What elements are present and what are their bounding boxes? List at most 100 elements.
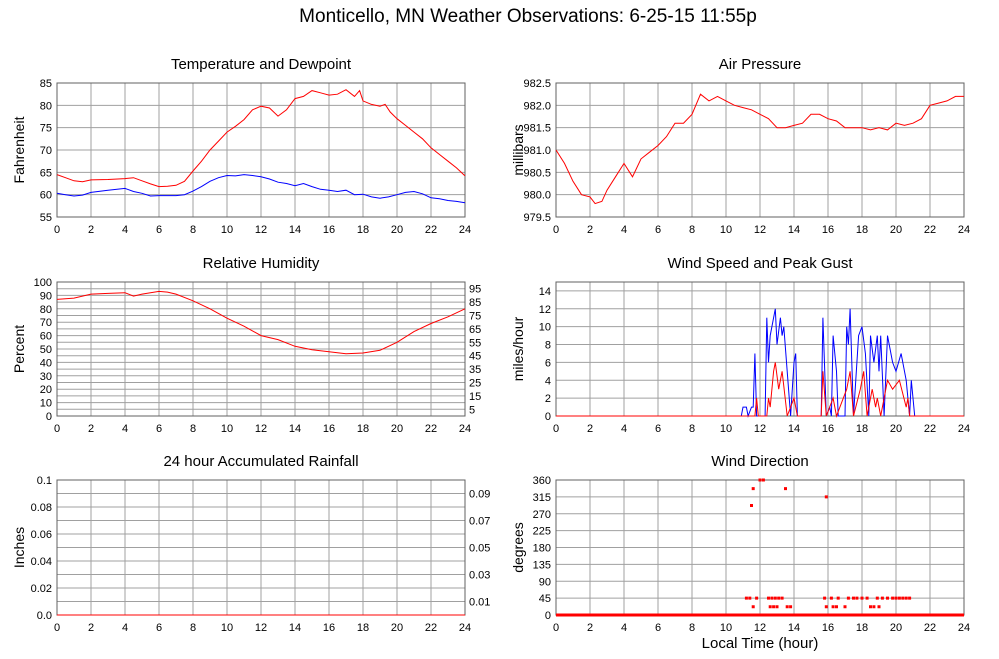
humidity-y-tick-label: 60	[40, 331, 52, 343]
wind-direction-point	[835, 605, 838, 609]
humidity-y-tick-label-right: 75	[469, 311, 481, 323]
humidity-y-tick-label-right: 65	[469, 324, 481, 336]
humidity-x-tick-label: 22	[425, 423, 437, 435]
wind-speed-title: Wind Speed and Peak Gust	[667, 255, 853, 272]
wind-speed-y-axis-label: miles/hour	[510, 316, 526, 381]
rainfall-y-tick-label: 0.04	[31, 556, 52, 568]
wind-direction-point	[852, 596, 855, 600]
wind-direction-x-tick-label: 22	[924, 622, 936, 634]
wind-direction-point	[897, 596, 901, 600]
wind-direction-y-tick-label: 270	[533, 509, 551, 521]
pressure-x-tick-label: 0	[553, 224, 559, 236]
humidity-title: Relative Humidity	[203, 255, 320, 272]
temperature-x-tick-label: 14	[289, 224, 301, 236]
humidity-y-tick-label: 50	[40, 344, 52, 356]
rainfall-x-tick-label: 16	[323, 622, 335, 634]
wind-direction-point	[772, 605, 776, 609]
humidity-y-tick-label-right: 55	[469, 337, 481, 349]
wind-speed-y-tick-label: 12	[539, 304, 551, 316]
wind-direction-point	[860, 596, 864, 600]
humidity-y-tick-label: 40	[40, 357, 52, 369]
humidity-x-tick-label: 6	[156, 423, 162, 435]
wind-direction-point	[877, 605, 881, 609]
wind-speed-y-tick-label: 4	[545, 375, 551, 387]
humidity-x-tick-label: 0	[54, 423, 60, 435]
wind-direction-point	[773, 596, 777, 600]
wind-direction-point	[880, 596, 884, 600]
wind-direction-x-tick-label: 8	[689, 622, 695, 634]
temperature-x-tick-label: 6	[156, 224, 162, 236]
rainfall-x-tick-label: 0	[54, 622, 60, 634]
temperature-series-dewpoint	[56, 174, 466, 204]
humidity-y-tick-label: 30	[40, 371, 52, 383]
humidity-y-tick-label-right: 15	[469, 391, 481, 403]
wind-direction-y-tick-label: 0	[545, 610, 551, 622]
pressure-y-tick-label: 981.5	[523, 123, 551, 135]
rainfall-y-tick-label-right: 0.09	[469, 489, 490, 501]
humidity-x-tick-label: 20	[391, 423, 403, 435]
pressure-y-tick-label: 979.5	[523, 212, 551, 224]
wind-direction-point	[755, 596, 759, 600]
temperature-y-tick-label: 75	[40, 123, 52, 135]
wind-direction-point	[785, 605, 789, 609]
wind-direction-point	[824, 495, 828, 499]
rainfall-y-tick-label-right: 0.01	[469, 597, 490, 609]
temperature-y-tick-label: 80	[40, 100, 52, 112]
wind-direction-point	[767, 596, 770, 600]
wind-direction-point	[904, 596, 908, 600]
wind-direction-point	[875, 596, 879, 600]
temperature-y-axis-label: Fahrenheit	[11, 116, 27, 183]
pressure-x-tick-label: 10	[720, 224, 732, 236]
humidity-y-tick-label: 80	[40, 304, 52, 316]
temperature-x-tick-label: 10	[221, 224, 233, 236]
pressure-x-tick-label: 18	[856, 224, 868, 236]
humidity-y-tick-label-right: 85	[469, 297, 481, 309]
rainfall-title: 24 hour Accumulated Rainfall	[163, 453, 358, 470]
wind-direction-point	[744, 596, 748, 600]
rainfall-x-tick-label: 6	[156, 622, 162, 634]
pressure-y-tick-label: 981.0	[523, 145, 551, 157]
wind-speed-x-tick-label: 22	[924, 423, 936, 435]
wind-speed-x-tick-label: 20	[890, 423, 902, 435]
rainfall-x-tick-label: 8	[190, 622, 196, 634]
temperature-y-tick-label: 85	[40, 78, 52, 90]
wind-direction-point	[831, 605, 835, 609]
pressure-title: Air Pressure	[719, 56, 802, 73]
temperature-y-tick-label: 55	[40, 212, 52, 224]
rainfall-x-tick-label: 10	[221, 622, 233, 634]
wind-direction-point	[886, 596, 889, 600]
pressure-x-tick-label: 2	[587, 224, 593, 236]
wind-direction-point	[869, 605, 872, 609]
humidity-x-tick-label: 10	[221, 423, 233, 435]
pressure-x-tick-label: 16	[822, 224, 834, 236]
temperature-y-tick-label: 65	[40, 167, 52, 179]
pressure-y-tick-label: 982.0	[523, 100, 551, 112]
humidity-x-tick-label: 24	[459, 423, 471, 435]
humidity-x-tick-label: 14	[289, 423, 301, 435]
wind-direction-y-tick-label: 315	[533, 492, 551, 504]
wind-direction-point	[780, 596, 784, 600]
humidity-y-tick-label-right: 35	[469, 364, 481, 376]
wind-direction-y-tick-label: 90	[539, 576, 551, 588]
temperature-x-tick-label: 0	[54, 224, 60, 236]
temperature-x-tick-label: 18	[357, 224, 369, 236]
wind-direction-x-tick-label: 14	[788, 622, 800, 634]
wind-speed-x-tick-label: 18	[856, 423, 868, 435]
rainfall-x-tick-label: 18	[357, 622, 369, 634]
pressure-series-pressure	[555, 93, 964, 205]
humidity-series-relative-humidity	[56, 290, 466, 355]
wind-speed-y-tick-label: 0	[545, 411, 551, 423]
wind-direction-x-tick-label: 2	[587, 622, 593, 634]
wind-speed-series-wind-speed	[556, 362, 964, 418]
rainfall-y-tick-label-right: 0.03	[469, 570, 490, 582]
pressure-x-tick-label: 20	[890, 224, 902, 236]
pressure-y-tick-label: 980.0	[523, 190, 551, 202]
temperature-plot-frame	[56, 82, 466, 218]
wind-speed-y-tick-label: 8	[545, 340, 551, 352]
humidity-x-tick-label: 16	[323, 423, 335, 435]
rainfall-y-tick-label: 0.02	[31, 583, 52, 595]
wind-direction-point	[843, 605, 847, 609]
humidity-y-tick-label-right: 25	[469, 378, 481, 390]
